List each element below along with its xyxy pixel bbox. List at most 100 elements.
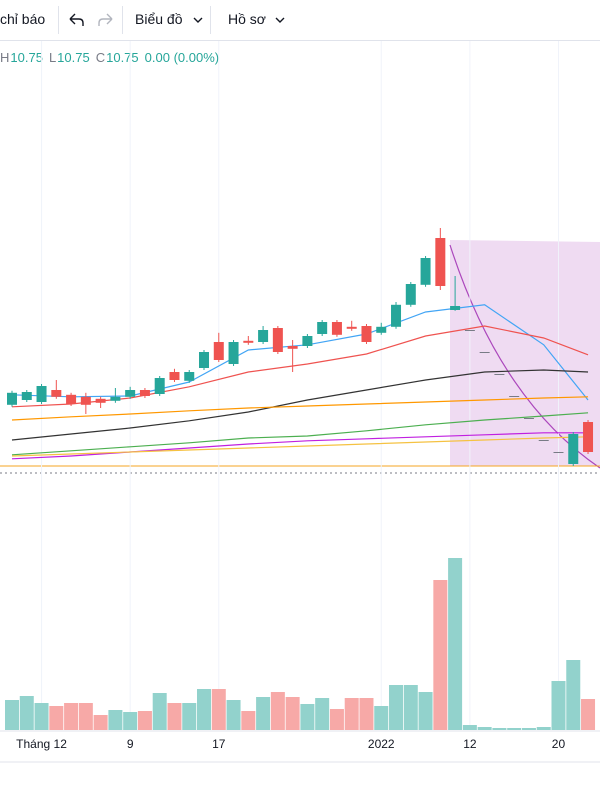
candle-body [405, 284, 416, 305]
chevron [275, 17, 285, 23]
candle-body [36, 386, 47, 402]
undo-icon[interactable] [69, 13, 84, 26]
volume-bar [477, 727, 492, 730]
separator [58, 6, 59, 34]
candle-body [287, 346, 298, 349]
volume-bar [197, 689, 212, 730]
chevron [193, 17, 203, 23]
volume-bar [123, 712, 138, 730]
volume-bar [93, 715, 108, 730]
plot: Tháng 12 9 17 2022 12 20 [5, 41, 596, 751]
candle-body [95, 398, 106, 403]
ohlc-value: 10.75 [57, 50, 90, 65]
separator [122, 6, 123, 34]
volume-bar [329, 709, 344, 730]
volume-bar [492, 728, 507, 730]
candle-body [479, 352, 490, 353]
separator [210, 6, 211, 34]
volume-bar [182, 703, 197, 730]
undo-redo[interactable] [66, 10, 116, 30]
x-tick-label: 20 [552, 737, 566, 751]
candle-body [523, 418, 534, 419]
candle-body [494, 374, 505, 375]
candle-body [125, 390, 136, 397]
candle-body [420, 258, 431, 285]
candle-body [154, 378, 165, 394]
volume-bar [507, 728, 522, 730]
chart-menu[interactable]: Biểu đồ [135, 11, 183, 27]
x-tick-label: 9 [127, 737, 134, 751]
candle-body [228, 342, 239, 364]
volume-bar [137, 711, 152, 730]
indicators-button[interactable]: chỉ báo [0, 11, 46, 27]
moving-average [11, 432, 589, 460]
volume-bar [462, 725, 477, 730]
moving-average [11, 436, 589, 457]
candle-body [331, 322, 342, 335]
volume-bar [374, 706, 389, 730]
volume-bar [270, 692, 285, 730]
candle-body [66, 394, 77, 404]
volume-bar [108, 710, 123, 730]
ohlc-label: H [0, 50, 10, 65]
volume-bar [418, 692, 433, 730]
candle-body [553, 452, 564, 453]
volume-bar [49, 706, 64, 730]
volume-bar [536, 727, 551, 730]
volume-bar [5, 700, 19, 730]
volume-bar [152, 693, 167, 730]
candle-body [169, 372, 180, 380]
candle-body [7, 392, 17, 405]
change-value: 0.00 (0.00%) [144, 50, 220, 65]
toolbar: chỉ báo Biểu đồ Hồ sơ [0, 0, 600, 41]
volume-bar [403, 685, 418, 730]
profile-menu[interactable]: Hồ sơ [228, 11, 266, 27]
candle-body [199, 352, 210, 368]
x-tick-label: 12 [463, 737, 477, 751]
candle-body [317, 322, 328, 334]
x-tick-label: 2022 [368, 737, 395, 751]
candle-body [346, 326, 357, 329]
candle-body [376, 326, 387, 333]
volume-bar [167, 703, 182, 730]
moving-average [11, 369, 589, 441]
candle-body [184, 372, 195, 381]
candle-body [450, 306, 461, 310]
candle-body [272, 328, 283, 352]
candle-body [243, 340, 254, 343]
volume-bar [241, 711, 256, 730]
moving-average [11, 396, 589, 421]
volume-bar [78, 703, 93, 730]
drawing-zone [450, 240, 600, 466]
candle-body [302, 336, 313, 346]
volume-bar [566, 660, 581, 730]
x-tick-label: Tháng 12 [16, 737, 67, 751]
candle-body [435, 238, 446, 286]
candle-body [139, 390, 150, 396]
candle-body [213, 342, 224, 360]
volume-bar [521, 728, 536, 730]
volume-bar [226, 700, 241, 730]
chart: Tháng 12 9 17 2022 12 20 [0, 41, 600, 763]
volume-bar [581, 699, 596, 730]
volume-bar [285, 697, 300, 730]
candle-body [258, 330, 269, 342]
volume-bar [256, 697, 271, 730]
x-tick-label: 17 [212, 737, 226, 751]
volume-bar [344, 698, 359, 730]
redo-icon [98, 13, 113, 26]
candle-body [21, 392, 32, 400]
volume-bar [64, 703, 79, 730]
volume-bar [211, 689, 226, 730]
candle-body [538, 440, 549, 441]
volume-bar [34, 703, 49, 730]
volume-bar [359, 698, 374, 730]
candle-body [361, 326, 372, 342]
candle-body [583, 422, 594, 452]
ohlc-label: C [95, 50, 106, 65]
candle-body [464, 330, 475, 331]
ohlc-value: 10.75 [10, 50, 43, 65]
moving-average [11, 412, 589, 456]
ohlc-label: L [48, 50, 57, 65]
